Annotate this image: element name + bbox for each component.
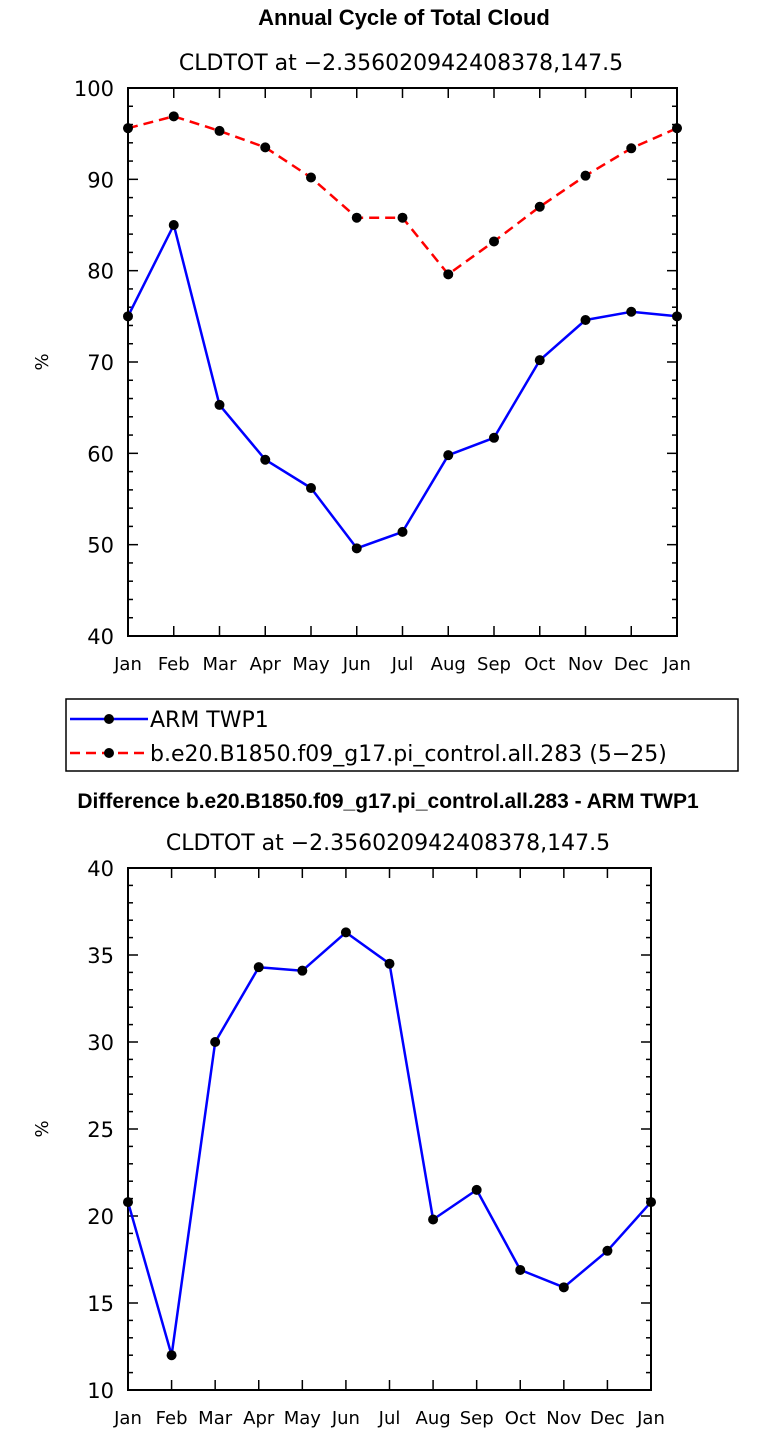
chart1-series-2-point bbox=[123, 123, 133, 134]
chart2-xtick-label: Mar bbox=[198, 1408, 233, 1429]
chart1-xtick-label: Nov bbox=[568, 654, 603, 675]
chart2-xtick-label: Jul bbox=[378, 1408, 401, 1429]
chart1-series-2-point bbox=[351, 212, 362, 223]
chart2-series-1-point bbox=[558, 1282, 569, 1293]
chart2-series-1-point bbox=[340, 927, 351, 938]
chart1-series-line-2 bbox=[127, 115, 678, 276]
chart1-series-1-point bbox=[534, 355, 545, 366]
chart1-series-1-point bbox=[306, 483, 316, 494]
chart2-frame bbox=[127, 867, 652, 1391]
chart2-series-1-point bbox=[253, 962, 264, 973]
chart1-plot-area: 40 50 60 70 80 90 100% Jan Feb Mar Apr May Jun Jul Aug… bbox=[32, 77, 691, 675]
chart2-ytick-label: 20 bbox=[87, 1205, 114, 1229]
chart1-series-1-point bbox=[580, 314, 591, 325]
chart1-xtick-label: Sep bbox=[477, 654, 511, 675]
chart1-xtick-label: Jul bbox=[391, 654, 414, 675]
chart1-ytick-label: 80 bbox=[87, 260, 114, 284]
chart2-ytick-label: 30 bbox=[87, 1031, 114, 1055]
chart1-series-2-point bbox=[580, 170, 591, 181]
chart1-series-1-point bbox=[260, 454, 271, 465]
chart2-xtick-label: Jan bbox=[636, 1408, 665, 1429]
chart2-series-1-point bbox=[166, 1350, 177, 1361]
legend-box bbox=[65, 698, 739, 772]
chart2-series-line-1 bbox=[126, 931, 652, 1357]
chart2-xtick-label: Oct bbox=[505, 1408, 536, 1429]
chart1-y-axis-label: % bbox=[32, 353, 53, 370]
chart1-series-2-point bbox=[306, 172, 316, 183]
chart1-series-1-point bbox=[351, 543, 362, 554]
chart1-series-1-point bbox=[672, 311, 682, 322]
chart2-series-1-point bbox=[515, 1264, 526, 1275]
chart2-series-1-point bbox=[297, 965, 308, 976]
chart1-ytick-label: 70 bbox=[87, 351, 114, 375]
chart2-ytick-label: 35 bbox=[87, 944, 114, 968]
chart2-ytick-label: 40 bbox=[87, 857, 114, 881]
chart2-xtick-label: Nov bbox=[546, 1408, 581, 1429]
legend-label-model: b.e20.B1850.f09_g17.pi_control.all.283 (… bbox=[150, 742, 667, 767]
chart2-xtick-label: Feb bbox=[156, 1408, 188, 1429]
chart1-xtick-label: Aug bbox=[431, 654, 466, 675]
chart2-ytick-label: 10 bbox=[87, 1379, 114, 1403]
chart1-subtitle: CLDTOT at −2.356020942408378,147.5 bbox=[179, 51, 623, 76]
chart2-title: Difference b.e20.B1850.f09_g17.pi_contro… bbox=[77, 790, 699, 813]
chart2-series-1-point bbox=[602, 1245, 613, 1256]
chart1-xtick-label: Dec bbox=[614, 654, 649, 675]
chart1-series-1-point bbox=[489, 432, 499, 443]
chart1-series-2-point bbox=[443, 269, 454, 280]
chart2-xtick-label: Sep bbox=[460, 1408, 494, 1429]
chart1-series-2-point bbox=[214, 125, 225, 136]
chart1-series-1-point bbox=[214, 399, 225, 410]
chart2-series-1-point bbox=[384, 958, 395, 969]
chart2-series-1-point bbox=[428, 1214, 439, 1225]
legend-label-arm: ARM TWP1 bbox=[150, 708, 269, 733]
chart1-series-1-point bbox=[397, 526, 408, 537]
chart1-xtick-label: Jun bbox=[342, 654, 371, 675]
chart2-xtick-label: Aug bbox=[416, 1408, 451, 1429]
chart1-xtick-label: May bbox=[292, 654, 330, 675]
chart2-subtitle: CLDTOT at −2.356020942408378,147.5 bbox=[166, 831, 610, 856]
chart1-series-2-point bbox=[672, 123, 682, 134]
chart1-ytick-label: 50 bbox=[87, 534, 114, 558]
chart1-series-1-point bbox=[123, 311, 133, 322]
chart1-xtick-label: Mar bbox=[203, 654, 238, 675]
chart1-xtick-label: Jan bbox=[662, 654, 691, 675]
chart2-xtick-label: Jan bbox=[113, 1408, 142, 1429]
chart1-ytick-label: 60 bbox=[87, 442, 114, 466]
chart2-ytick-label: 25 bbox=[87, 1118, 114, 1142]
chart1-xtick-label: Oct bbox=[524, 654, 555, 675]
chart1-frame bbox=[127, 87, 678, 637]
chart2-xtick-label: Jun bbox=[331, 1408, 360, 1429]
chart1-series-2-point bbox=[626, 143, 637, 154]
chart2-xtick-label: Dec bbox=[590, 1408, 625, 1429]
chart1-series-2-point bbox=[260, 142, 271, 153]
chart1-series-line-1 bbox=[126, 223, 678, 550]
chart2-ytick-label: 15 bbox=[87, 1292, 114, 1316]
chart1-series-2-point bbox=[534, 201, 545, 212]
chart1-series-1-point bbox=[168, 220, 179, 230]
chart2-plot-area: 10 15 20 25 30 35 40% Jan Feb Mar Apr May Jun Jul Aug S… bbox=[32, 857, 665, 1429]
chart1-xtick-label: Feb bbox=[158, 654, 190, 675]
chart1-series-2-point bbox=[397, 212, 408, 223]
chart1-series-2-point bbox=[489, 236, 499, 247]
chart1-series-2-point bbox=[168, 111, 179, 122]
chart1-legend: ARM TWP1 b.e20.B1850.f09_g17.pi_control.… bbox=[65, 698, 739, 772]
chart2-xtick-label: Apr bbox=[243, 1408, 275, 1429]
chart1-ytick-label: 90 bbox=[87, 168, 114, 192]
chart1-ytick-label: 100 bbox=[74, 77, 114, 101]
chart2-series-1-point bbox=[471, 1184, 482, 1195]
chart2-y-axis-label: % bbox=[32, 1120, 53, 1137]
chart1-xtick-label: Apr bbox=[250, 654, 282, 675]
chart1-series-1-point bbox=[443, 450, 454, 461]
chart1-xtick-label: Jan bbox=[113, 654, 142, 675]
chart1-title: Annual Cycle of Total Cloud bbox=[258, 5, 550, 30]
legend-marker-arm bbox=[104, 714, 114, 724]
chart2-series-1-point bbox=[210, 1037, 221, 1047]
chart2-xtick-label: May bbox=[284, 1408, 322, 1429]
chart2-series-1-point bbox=[123, 1197, 133, 1208]
chart1-series-1-point bbox=[626, 306, 637, 317]
chart2-series-1-point bbox=[646, 1197, 656, 1208]
chart1-ytick-label: 40 bbox=[87, 625, 114, 649]
legend-marker-model bbox=[104, 748, 114, 758]
